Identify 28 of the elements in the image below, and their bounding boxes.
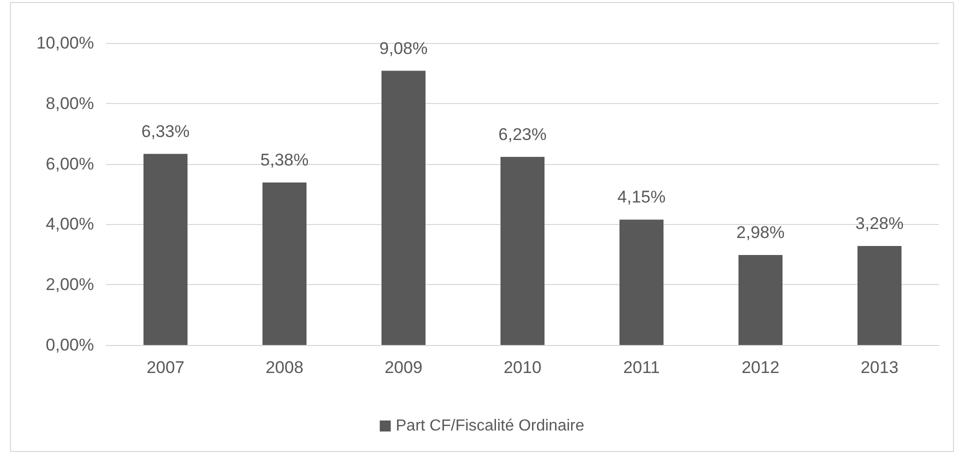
x-tick-label: 2007 [146, 358, 184, 377]
bar [381, 70, 426, 345]
data-label: 3,28% [855, 214, 904, 233]
bar [619, 220, 664, 345]
bar [738, 255, 783, 345]
y-tick-label: 4,00% [46, 214, 94, 234]
y-tick-label: 6,00% [46, 154, 94, 174]
bar [857, 246, 902, 345]
data-label: 6,23% [498, 124, 547, 144]
x-tick-label: 2011 [623, 358, 660, 377]
data-label: 4,15% [617, 188, 666, 207]
bar [500, 156, 545, 345]
legend-label: Part CF/Fiscalité Ordinaire [396, 418, 584, 434]
data-label: 6,33% [141, 122, 190, 141]
bar [262, 182, 307, 345]
bar [143, 154, 188, 345]
data-label: 2,98% [736, 223, 785, 242]
y-tick-label: 2,00% [46, 275, 94, 294]
data-label: 9,08% [379, 38, 428, 58]
y-tick-label: 10,00% [36, 34, 94, 52]
x-tick-label: 2013 [860, 358, 898, 377]
x-tick-label: 2010 [504, 358, 542, 377]
x-tick-label: 2012 [742, 358, 780, 377]
x-tick-label: 2008 [266, 358, 304, 377]
x-tick-label: 2009 [384, 358, 422, 377]
y-tick-label: 8,00% [46, 94, 94, 113]
y-tick-label: 0,00% [46, 336, 94, 354]
data-label: 5,38% [260, 150, 309, 170]
